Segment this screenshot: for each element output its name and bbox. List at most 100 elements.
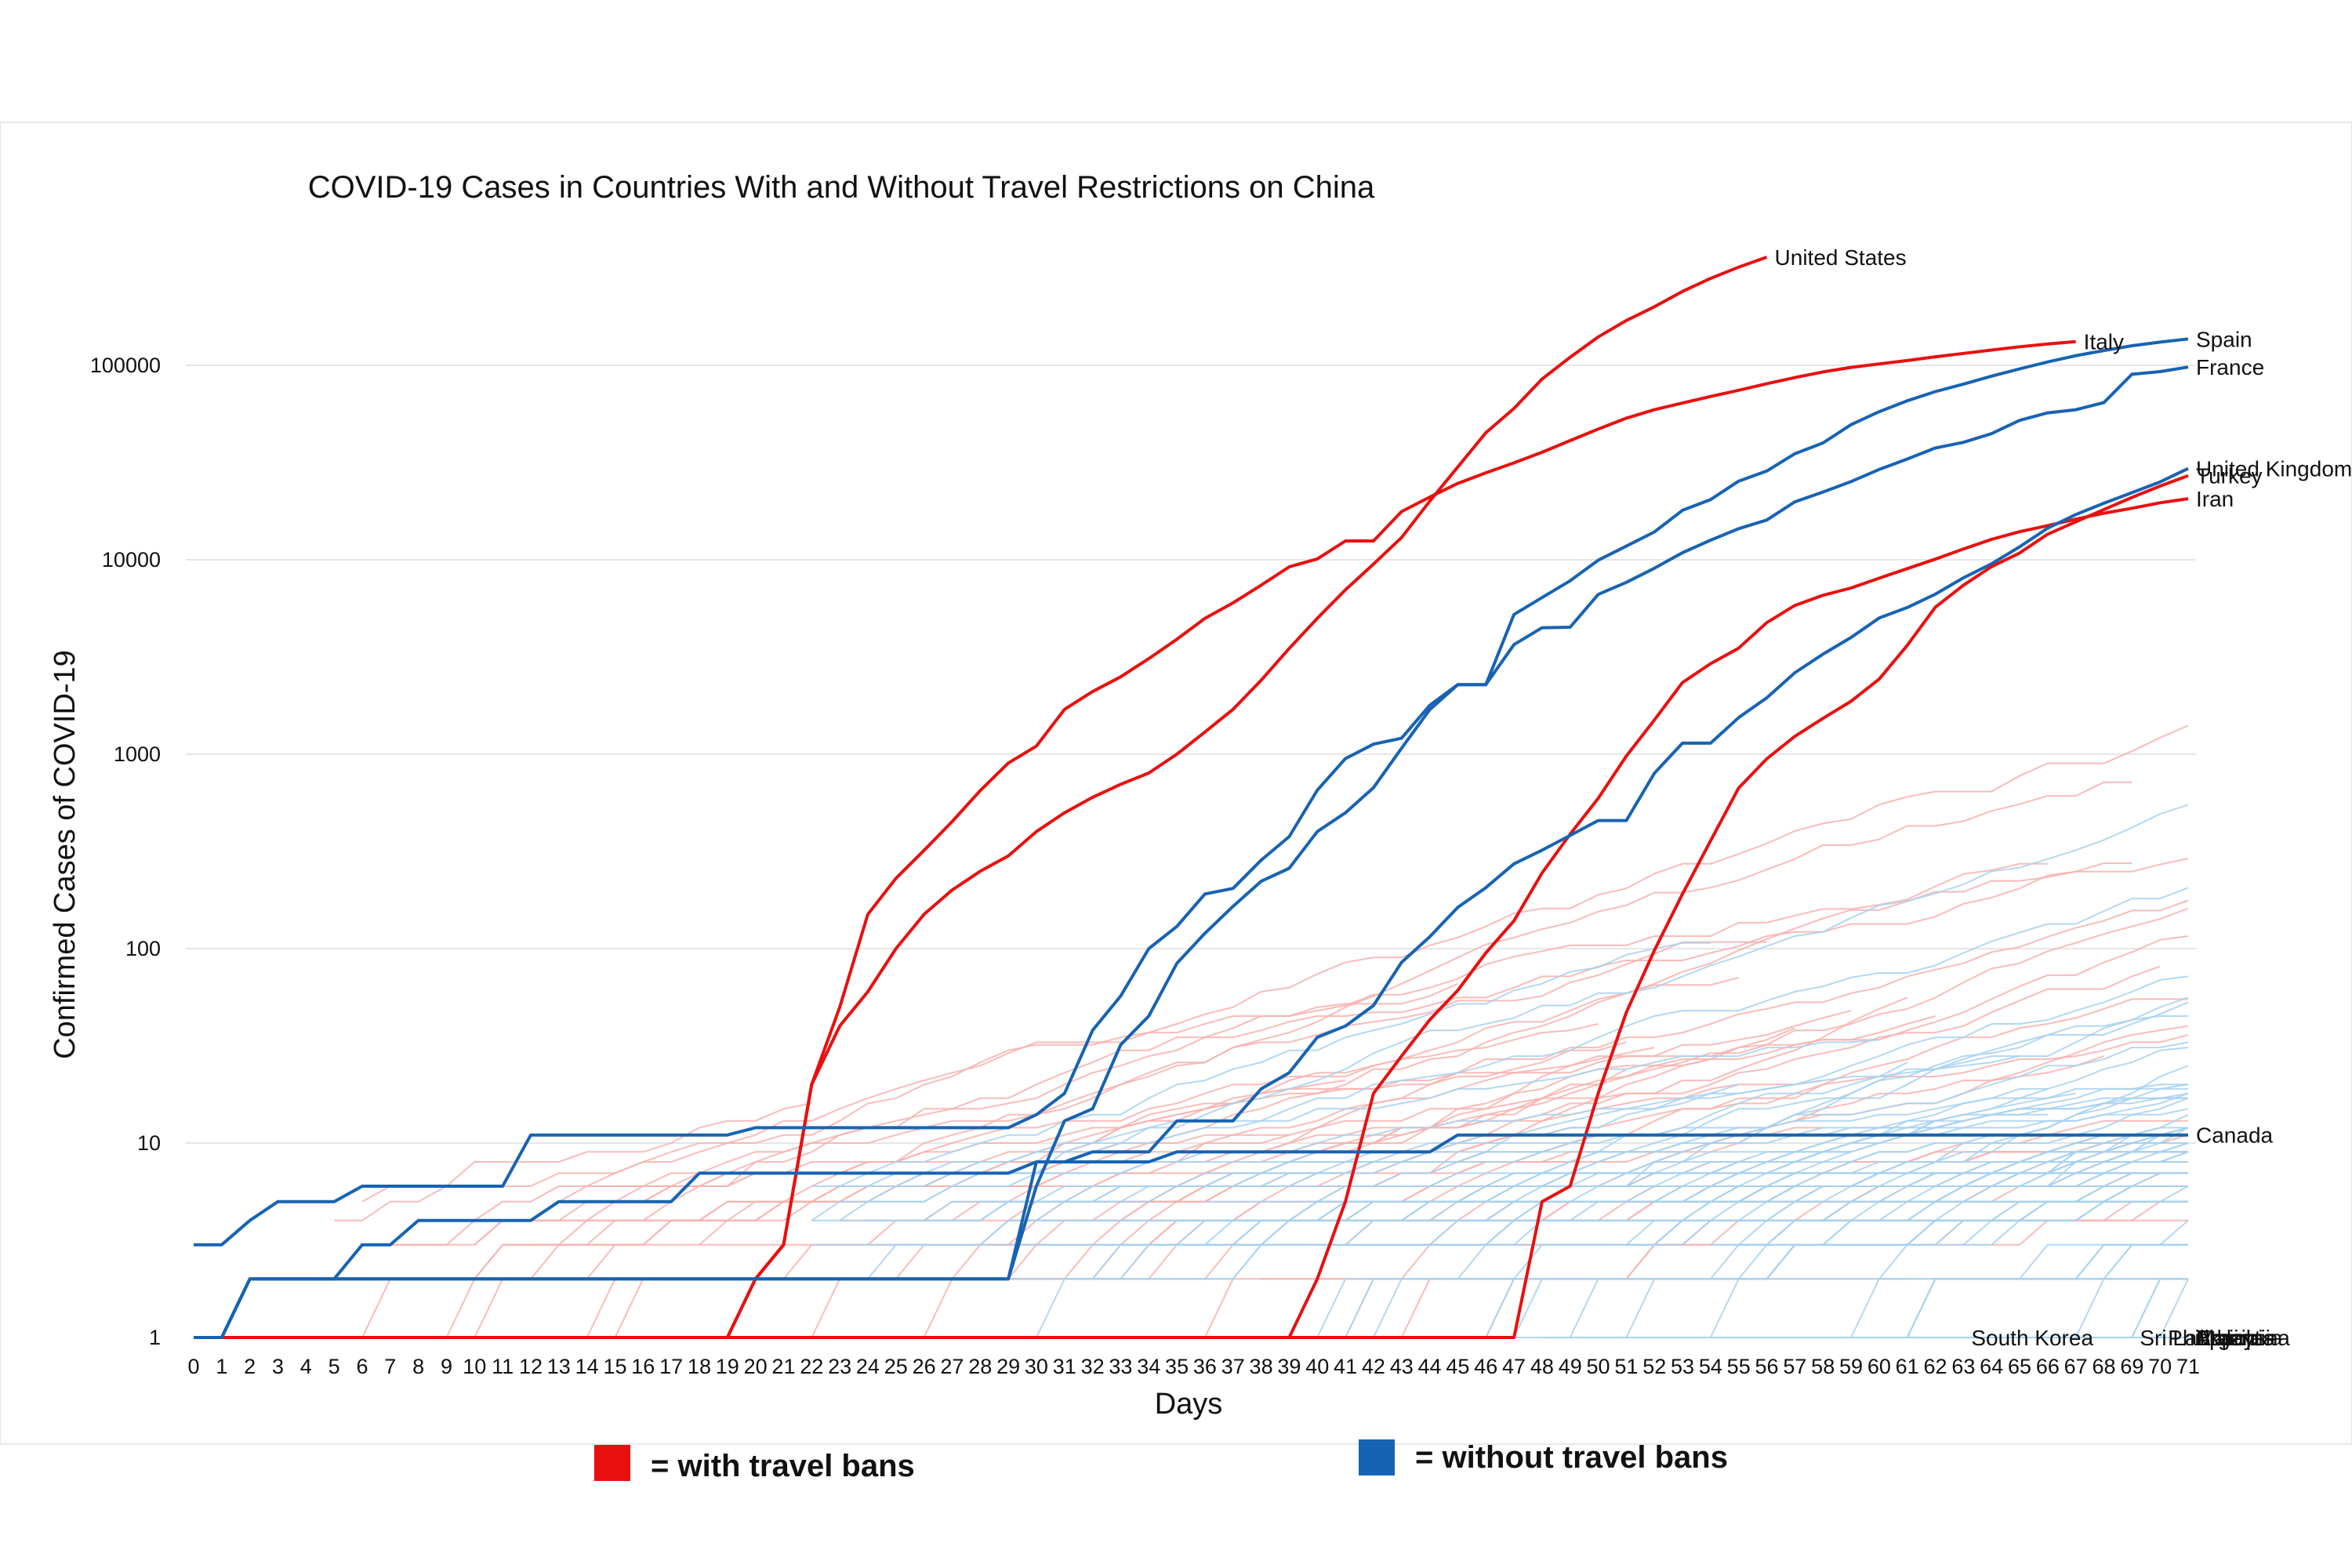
- x-tick-label: 14: [575, 1355, 599, 1378]
- x-tick-label: 10: [463, 1355, 486, 1378]
- x-tick-label: 27: [940, 1355, 964, 1378]
- background-line: [586, 1134, 1290, 1187]
- country-label: South Korea: [1971, 1326, 2093, 1350]
- country-label: Argentina: [2196, 1326, 2290, 1350]
- country-label: Spain: [2196, 327, 2252, 351]
- x-tick-label: 13: [547, 1355, 571, 1378]
- legend-without-bans-label: = without travel bans: [1415, 1440, 1728, 1475]
- x-tick-label: 40: [1305, 1355, 1329, 1378]
- x-tick-label: 70: [2148, 1355, 2172, 1378]
- country-label: Malaysia: [2196, 1326, 2283, 1350]
- x-tick-label: 22: [800, 1355, 823, 1378]
- x-tick-label: 41: [1334, 1355, 1357, 1378]
- y-tick-label: 1: [149, 1326, 161, 1349]
- background-line: [558, 724, 2189, 1203]
- x-tick-label: 42: [1362, 1355, 1385, 1378]
- chart-title: COVID-19 Cases in Countries With and Wit…: [308, 170, 1375, 205]
- x-tick-label: 66: [2036, 1355, 2060, 1378]
- series-line: [194, 365, 2189, 1247]
- x-tick-label: 4: [300, 1355, 312, 1378]
- background-line: [811, 804, 2189, 1221]
- background-line: [1177, 1172, 2188, 1221]
- x-tick-label: 11: [492, 1355, 514, 1378]
- country-label: Brazil: [2196, 1326, 2251, 1350]
- x-tick-label: 21: [771, 1355, 795, 1378]
- background-line: [1149, 899, 2189, 1187]
- x-tick-label: 12: [519, 1355, 543, 1378]
- x-tick-label: 59: [1839, 1355, 1863, 1378]
- country-label: Iran: [2196, 487, 2234, 511]
- x-tick-label: 5: [328, 1355, 340, 1378]
- x-tick-label: 36: [1193, 1355, 1217, 1378]
- x-tick-label: 32: [1081, 1355, 1105, 1378]
- series-line: [194, 339, 2076, 1339]
- x-tick-label: 63: [1951, 1355, 1975, 1378]
- series-line: [194, 474, 2189, 1339]
- x-tick-label: 8: [412, 1355, 424, 1378]
- legend-without-bans-swatch: [1359, 1439, 1395, 1475]
- x-tick-label: 49: [1559, 1355, 1582, 1378]
- x-tick-label: 46: [1474, 1355, 1497, 1378]
- x-axis-label: Days: [1155, 1388, 1223, 1421]
- x-tick-label: 61: [1896, 1355, 1919, 1378]
- background-line: [1345, 1055, 2104, 1203]
- x-tick-label: 35: [1165, 1355, 1189, 1378]
- country-label: France: [2196, 355, 2264, 379]
- y-tick-label: 100000: [90, 354, 161, 377]
- x-tick-label: 58: [1811, 1355, 1835, 1378]
- y-tick-label: 100: [125, 937, 161, 960]
- y-tick-label: 10000: [102, 548, 161, 572]
- x-tick-label: 71: [2176, 1355, 2200, 1378]
- x-tick-label: 16: [631, 1355, 655, 1378]
- background-line: [1429, 1083, 2189, 1203]
- x-tick-label: 67: [2064, 1355, 2088, 1378]
- x-tick-label: 24: [856, 1355, 880, 1378]
- x-tick-label: 56: [1755, 1355, 1779, 1378]
- x-tick-label: 48: [1530, 1355, 1554, 1378]
- x-tick-label: 54: [1699, 1355, 1722, 1378]
- background-line: [1963, 1185, 2188, 1221]
- x-tick-label: 55: [1727, 1355, 1751, 1378]
- y-tick-label: 10: [137, 1131, 161, 1155]
- x-tick-label: 31: [1053, 1355, 1076, 1378]
- background-line: [1907, 1142, 2189, 1187]
- country-label: Italy: [2084, 330, 2124, 354]
- country-label: Sri Lanka: [2140, 1326, 2233, 1350]
- country-labels: United States Italy Spain France Iran United …: [1775, 245, 2352, 1350]
- x-tick-label: 37: [1221, 1355, 1245, 1378]
- country-label: Ethiopia: [2196, 1326, 2276, 1350]
- x-tick-label: 52: [1642, 1355, 1666, 1378]
- background-line: [1204, 1087, 2188, 1203]
- legend-with-bans-label: = with travel bans: [651, 1449, 915, 1483]
- x-tick-label: 18: [688, 1355, 711, 1378]
- x-tick-label: 38: [1250, 1355, 1273, 1378]
- series-line: [194, 1133, 2188, 1339]
- x-tick-label: 68: [2092, 1355, 2115, 1378]
- x-tick-label: 43: [1390, 1355, 1414, 1378]
- x-tick-label: 51: [1614, 1355, 1638, 1378]
- x-tick-label: 57: [1783, 1355, 1806, 1378]
- x-tick-label: 47: [1502, 1355, 1526, 1378]
- background-line: [1036, 1185, 2188, 1246]
- x-tick-label: 64: [1980, 1355, 2003, 1378]
- x-tick-label: 15: [603, 1355, 626, 1378]
- x-tick-label: 23: [828, 1355, 851, 1378]
- background-line: [1513, 996, 2189, 1187]
- country-label: Turkey: [2196, 464, 2263, 488]
- x-tick-label: 9: [441, 1355, 452, 1378]
- background-line: [1457, 1062, 1908, 1187]
- y-axis-label: Confirmed Cases of COVID-19: [49, 650, 82, 1059]
- x-tick-label: 33: [1109, 1355, 1132, 1378]
- x-tick-label: 29: [996, 1355, 1020, 1378]
- series-line: [194, 337, 2189, 1339]
- background-line: [1710, 1047, 2189, 1187]
- x-tick-label: 34: [1137, 1355, 1160, 1378]
- x-tick-label: 17: [659, 1355, 683, 1378]
- x-tick-label: 2: [244, 1355, 256, 1378]
- x-tick-label: 6: [356, 1355, 368, 1378]
- background-line: [1963, 1200, 2188, 1246]
- x-tick-label: 3: [272, 1355, 284, 1378]
- x-tick-label: 30: [1025, 1355, 1048, 1378]
- x-tick-label: 0: [187, 1355, 199, 1378]
- background-line: [867, 1161, 1374, 1221]
